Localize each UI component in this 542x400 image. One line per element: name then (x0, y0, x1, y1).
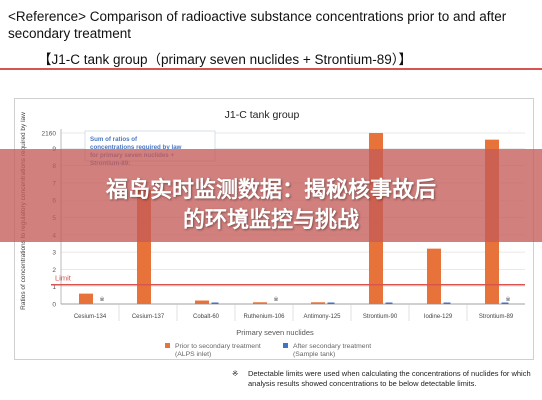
footnote-text: Detectable limits were used when calcula… (248, 369, 531, 388)
y-tick-label: 2160 (42, 131, 57, 138)
annotation-text: Sum of ratios of (90, 136, 138, 143)
x-tick-label: Strontium-89 (479, 314, 514, 320)
legend-label: After secondary treatment (293, 343, 371, 350)
y-tick-label: 1 (52, 284, 56, 291)
footnote-symbol: ※ (232, 369, 239, 378)
bar-after-iodine-129 (443, 302, 451, 304)
banner-line-2: 的环境监控与挑战 (182, 208, 359, 233)
x-tick-label: Antimony-125 (303, 314, 341, 320)
bar-prior-cesium-134 (79, 293, 93, 304)
y-tick-label: 2 (52, 267, 56, 274)
annotation-text: concentrations required by law (90, 144, 182, 151)
x-tick-label: Cobalt-60 (193, 314, 220, 320)
detectable-limit-marker: ※ (273, 296, 278, 303)
banner-line-1: 福岛实时监测数据：揭秘核事故后 (105, 178, 436, 203)
y-tick-label: 0 (52, 302, 56, 309)
x-tick-label: Strontium-90 (363, 314, 398, 320)
legend-swatch (283, 343, 288, 348)
legend-swatch (165, 343, 170, 348)
detectable-limit-marker: ※ (99, 296, 104, 303)
x-axis-label: Primary seven nuclides (236, 328, 314, 337)
detectable-limit-marker: ※ (505, 296, 510, 303)
y-tick-label: 3 (52, 250, 56, 257)
page-subtitle: 【J1-C tank group（primary seven nuclides … (38, 52, 413, 67)
page-title: <Reference> Comparison of radioactive su… (8, 9, 507, 41)
x-tick-label: Cesium-134 (74, 314, 107, 320)
bar-after-cobalt-60 (211, 302, 219, 304)
x-tick-label: Cesium-137 (132, 314, 165, 320)
legend-label-detail: (ALPS inlet) (175, 351, 211, 358)
bar-prior-antimony-125 (311, 302, 325, 304)
x-tick-label: Ruthenium-106 (243, 314, 285, 320)
chart-title: J1-C tank group (225, 109, 300, 121)
bar-prior-iodine-129 (427, 248, 441, 304)
bar-after-strontium-90 (385, 302, 393, 304)
legend-label: Prior to secondary treatment (175, 343, 261, 350)
limit-label: Limit (55, 274, 72, 283)
legend-label-detail: (Sample tank) (293, 351, 335, 358)
overlay-banner (0, 149, 542, 242)
bar-after-antimony-125 (327, 302, 335, 304)
header-divider (0, 68, 542, 70)
bar-after-strontium-89 (501, 302, 509, 304)
x-tick-label: Iodine-129 (424, 314, 453, 320)
bar-prior-cobalt-60 (195, 300, 209, 304)
bar-prior-ruthenium-106 (253, 302, 267, 304)
